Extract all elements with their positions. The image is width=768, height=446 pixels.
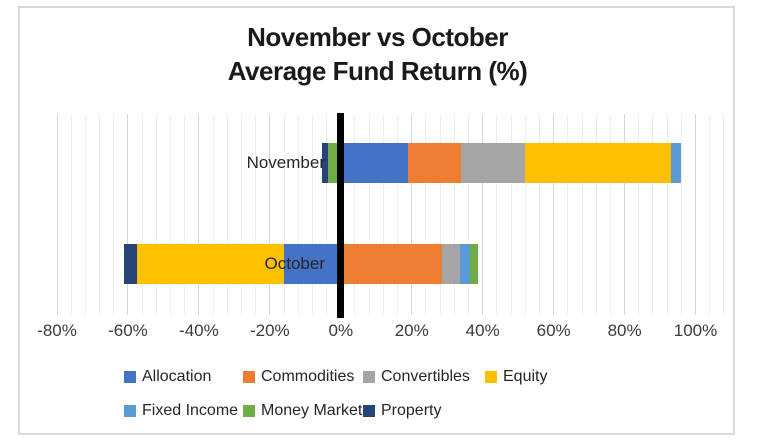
legend-swatch-property — [363, 405, 375, 417]
gridline-minor — [652, 114, 654, 315]
gridline-minor — [510, 114, 512, 315]
segment-november-commodities — [408, 142, 462, 183]
segment-october-money-market — [469, 243, 479, 284]
gridline-minor — [170, 114, 172, 315]
gridline-minor — [567, 114, 569, 315]
gridline-minor — [141, 114, 143, 315]
gridline-minor — [311, 114, 313, 315]
gridline-minor — [425, 114, 427, 315]
gridline-minor — [326, 114, 328, 315]
x-tick-label-40-: 40% — [465, 321, 500, 340]
chart-title-line-2: Average Fund Return (%) — [227, 56, 528, 86]
legend-label-money-market: Money Market — [261, 402, 363, 419]
segment-october-fixed-income — [459, 243, 470, 284]
legend-label-property: Property — [381, 402, 442, 419]
gridline-minor — [638, 114, 640, 315]
legend-swatch-equity — [485, 371, 497, 383]
legend-swatch-money-market — [243, 405, 255, 417]
gridline-minor — [184, 114, 186, 315]
chart-title-line-1: November vs October — [247, 22, 508, 52]
segment-october-property — [123, 243, 137, 284]
gridline-minor — [723, 114, 725, 315]
gridline-minor — [581, 114, 583, 315]
x-tick-label-20-: 20% — [394, 321, 429, 340]
gridline-minor — [680, 114, 682, 315]
segment-november-equity — [525, 142, 671, 183]
legend-label-allocation: Allocation — [142, 368, 212, 385]
gridline-major — [695, 114, 697, 315]
legend-swatch-fixed-income — [124, 405, 136, 417]
gridline-major — [56, 114, 58, 315]
x-tick-label--60-: -60% — [108, 321, 148, 340]
x-tick-label-80-: 80% — [607, 321, 642, 340]
gridline-minor — [368, 114, 370, 315]
gridline-minor — [297, 114, 299, 315]
category-label-november: November — [246, 152, 325, 172]
gridline-minor — [595, 114, 597, 315]
gridline-minor — [354, 114, 356, 315]
gridline-minor — [84, 114, 86, 315]
gridline-minor — [212, 114, 214, 315]
x-tick-label--20-: -20% — [249, 321, 290, 340]
legend-swatch-allocation — [124, 371, 136, 383]
segment-october-equity — [136, 243, 285, 284]
chart-title: November vs October Average Fund Return … — [18, 20, 737, 88]
legend-label-convertibles: Convertibles — [381, 368, 470, 385]
segment-november-fixed-income — [670, 142, 682, 183]
gridline-minor — [155, 114, 157, 315]
x-tick-label--40-: -40% — [179, 321, 219, 340]
legend-label-equity: Equity — [503, 368, 548, 385]
gridline-minor — [113, 114, 115, 315]
segment-november-convertibles — [461, 142, 526, 183]
x-tick-label-60-: 60% — [536, 321, 571, 340]
gridline-minor — [524, 114, 526, 315]
legend-swatch-convertibles — [363, 371, 375, 383]
gridline-minor — [70, 114, 72, 315]
gridline-major — [553, 114, 555, 315]
x-tick-label-0-: 0% — [328, 321, 354, 340]
gridline-minor — [99, 114, 101, 315]
gridline-minor — [538, 114, 540, 315]
zero-line — [337, 113, 345, 318]
gridline-major — [411, 114, 413, 315]
gridline-minor — [255, 114, 257, 315]
gridline-minor — [467, 114, 469, 315]
gridline-major — [624, 114, 626, 315]
gridline-minor — [226, 114, 228, 315]
x-tick-label--80-: -80% — [37, 321, 77, 340]
gridline-minor — [397, 114, 399, 315]
chart-border — [18, 6, 735, 435]
segment-october-convertibles — [441, 243, 460, 284]
segment-november-allocation — [340, 142, 409, 183]
category-label-october: October — [264, 253, 325, 273]
gridline-minor — [496, 114, 498, 315]
gridline-major — [482, 114, 484, 315]
gridline-minor — [283, 114, 285, 315]
gridline-minor — [240, 114, 242, 315]
legend-swatch-commodities — [243, 371, 255, 383]
gridline-major — [198, 114, 200, 315]
gridline-minor — [709, 114, 711, 315]
x-tick-label-100-: 100% — [673, 321, 718, 340]
legend-label-commodities: Commodities — [261, 368, 355, 385]
gridline-major — [127, 114, 129, 315]
segment-october-allocation — [284, 243, 341, 284]
gridline-minor — [382, 114, 384, 315]
gridline-minor — [439, 114, 441, 315]
legend-label-fixed-income: Fixed Income — [142, 402, 239, 419]
segment-october-commodities — [340, 243, 442, 284]
gridline-major — [269, 114, 271, 315]
gridline-minor — [666, 114, 668, 315]
gridline-minor — [453, 114, 455, 315]
segment-november-property — [322, 142, 329, 183]
gridline-minor — [609, 114, 611, 315]
